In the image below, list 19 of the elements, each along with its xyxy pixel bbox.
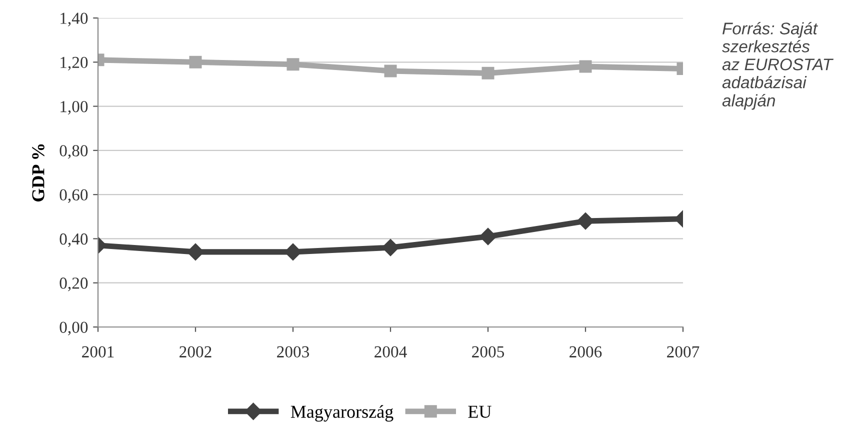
y-tick-label: 1,00 [60,100,88,115]
y-tick-label: 0,40 [60,233,88,248]
y-tick-label: 0,20 [60,278,88,292]
y-tick-label: 0,60 [60,189,88,203]
y-tick-label: 1,40 [60,12,88,26]
x-tick-label: 2001 [82,346,114,358]
x-tick-label: 2003 [277,346,310,358]
x-tick-label: 2004 [374,346,407,358]
x-tick-label: 2005 [472,346,504,358]
x-tick-label: 2006 [570,346,602,358]
y-tick-label: 0,80 [60,145,88,159]
x-tick-label: 2007 [667,346,700,358]
y-tick-label: 0,00 [60,322,88,336]
y-axis-title: GDP % [32,144,44,202]
legend-label: EU [468,406,492,418]
text: Forrás: Saját szerkesztés az EUROSTAT adatbázisai alapján [722,22,834,110]
x-tick-label: 2002 [180,346,212,358]
legend-label: Magyarország [290,405,394,422]
y-tick-label: 1,20 [60,56,88,70]
